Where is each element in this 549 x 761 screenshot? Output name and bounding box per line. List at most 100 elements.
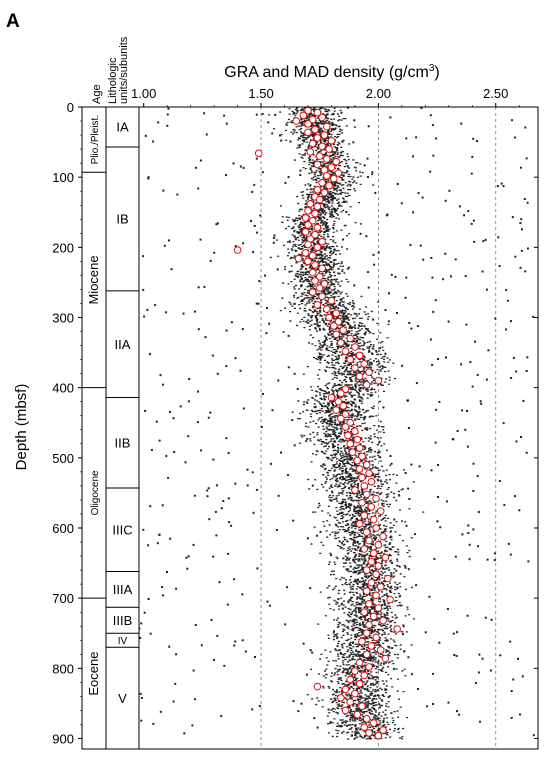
gra-point: [481, 657, 484, 660]
gra-point: [187, 555, 190, 558]
gra-point: [410, 463, 413, 466]
gra-point: [452, 632, 455, 635]
gra-point: [405, 276, 408, 279]
gra-point: [408, 498, 411, 500]
gra-point: [194, 166, 197, 169]
gra-point: [468, 543, 471, 546]
gra-point: [183, 732, 186, 735]
mad-point: [381, 654, 390, 663]
gra-point: [261, 113, 264, 115]
gra-point: [419, 244, 422, 247]
mad-point: [360, 671, 369, 680]
gra-point: [378, 524, 381, 527]
gra-point: [216, 372, 219, 375]
mad-point: [346, 418, 355, 427]
mad-point: [311, 125, 319, 134]
gra-point: [439, 526, 442, 529]
gra-point: [139, 627, 141, 630]
y-tick-label: 200: [52, 240, 74, 255]
y-tick-label: 800: [52, 661, 74, 676]
gra-point: [514, 255, 517, 258]
mad-point: [313, 301, 322, 309]
gra-point: [416, 325, 419, 327]
gra-point: [490, 669, 492, 672]
gra-point: [274, 113, 277, 116]
gra-point: [241, 593, 244, 596]
mad-point: [360, 360, 369, 368]
gra-point: [295, 237, 298, 240]
gra-point: [318, 327, 321, 330]
litho-unit-label: IB: [116, 212, 128, 227]
mad-point: [337, 414, 345, 423]
gra-point: [522, 399, 525, 402]
gra-point: [432, 703, 434, 705]
gra-point: [142, 528, 145, 531]
gra-point: [514, 136, 517, 139]
mad-point: [304, 120, 312, 128]
gra-point: [316, 726, 319, 729]
y-tick-label: 100: [52, 170, 74, 185]
mad-point: [365, 536, 373, 545]
mad-point: [358, 702, 366, 711]
age-unit-label: Oligocene: [90, 470, 101, 515]
gra-point: [212, 458, 215, 461]
chart-title-end: ): [434, 64, 439, 81]
mad-point: [301, 214, 310, 222]
mad-point: [372, 633, 380, 642]
mad-point: [327, 163, 336, 172]
gra-point: [272, 241, 275, 244]
gra-point: [296, 387, 299, 390]
gra-point: [426, 705, 429, 708]
mad-series: [233, 106, 402, 740]
gra-point: [458, 713, 461, 716]
mad-point: [313, 108, 322, 117]
gra-point: [507, 542, 510, 545]
mad-point: [341, 685, 350, 694]
gra-point: [287, 334, 290, 337]
gra-point: [339, 438, 342, 441]
mad-point: [341, 706, 350, 715]
gra-point: [292, 519, 295, 522]
gra-point: [348, 474, 351, 476]
gra-point: [220, 715, 223, 718]
gra-point: [299, 174, 302, 176]
gra-point: [464, 428, 467, 431]
gra-point: [341, 315, 344, 318]
mad-point: [313, 134, 322, 142]
mad-point: [374, 376, 383, 385]
mad-point: [311, 261, 319, 269]
gra-point: [453, 654, 456, 656]
gra-point: [438, 400, 441, 403]
gra-point: [233, 644, 236, 647]
gra-point: [253, 183, 256, 186]
gra-point: [418, 465, 421, 468]
gra-point: [288, 270, 291, 273]
mad-point: [355, 679, 364, 688]
mad-point: [325, 145, 333, 153]
gra-point: [512, 356, 515, 359]
gra-point: [234, 640, 237, 643]
gra-point: [468, 558, 471, 561]
gra-point: [473, 240, 476, 243]
gra-point: [502, 422, 505, 425]
gra-point: [306, 437, 309, 440]
mad-point: [306, 148, 315, 156]
gra-point: [485, 288, 488, 291]
gra-point: [496, 185, 499, 188]
mad-point: [351, 427, 359, 436]
gra-point: [434, 299, 437, 302]
mad-point: [386, 595, 394, 604]
mad-point: [365, 729, 373, 737]
gra-point: [192, 669, 195, 672]
gra-point: [339, 652, 342, 654]
mad-point: [360, 545, 369, 553]
gra-point: [226, 603, 229, 606]
gra-point: [284, 181, 287, 184]
gra-point: [467, 532, 470, 534]
gra-point: [147, 176, 150, 179]
gra-point: [509, 553, 512, 556]
gra-point: [401, 364, 404, 367]
mad-point: [308, 216, 317, 225]
gra-point: [194, 310, 196, 313]
gra-point: [300, 702, 303, 705]
